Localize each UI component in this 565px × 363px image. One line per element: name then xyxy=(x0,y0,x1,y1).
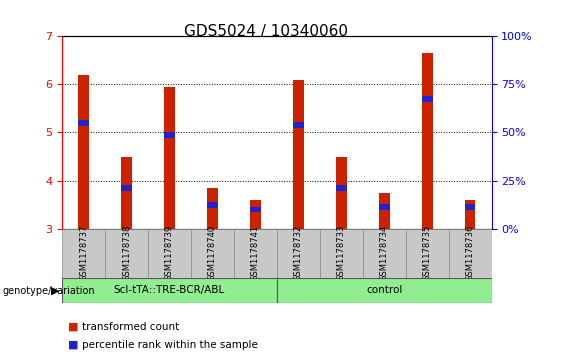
Bar xyxy=(78,120,89,126)
Bar xyxy=(277,278,492,303)
Bar xyxy=(105,229,148,278)
Bar xyxy=(148,229,191,278)
Bar xyxy=(363,229,406,278)
Text: GSM1178732: GSM1178732 xyxy=(294,225,303,281)
Bar xyxy=(191,229,234,278)
Text: GSM1178736: GSM1178736 xyxy=(466,225,475,281)
Text: GSM1178737: GSM1178737 xyxy=(79,225,88,281)
Text: ▶: ▶ xyxy=(51,286,60,296)
Bar xyxy=(164,87,175,229)
Bar xyxy=(293,122,304,128)
Bar xyxy=(379,193,390,229)
Text: ScI-tTA::TRE-BCR/ABL: ScI-tTA::TRE-BCR/ABL xyxy=(114,285,225,295)
Bar xyxy=(78,75,89,229)
Text: ■: ■ xyxy=(68,340,79,350)
Bar xyxy=(336,185,347,191)
Bar xyxy=(250,207,261,212)
Text: GSM1178734: GSM1178734 xyxy=(380,225,389,281)
Bar xyxy=(207,188,218,229)
Bar xyxy=(121,185,132,191)
Bar xyxy=(464,204,476,210)
Text: GDS5024 / 10340060: GDS5024 / 10340060 xyxy=(184,24,347,38)
Bar xyxy=(464,200,476,229)
Text: GSM1178735: GSM1178735 xyxy=(423,225,432,281)
Bar xyxy=(121,156,132,229)
Bar xyxy=(234,229,277,278)
Bar xyxy=(336,156,347,229)
Bar xyxy=(406,229,449,278)
Bar xyxy=(207,202,218,208)
Text: genotype/variation: genotype/variation xyxy=(3,286,95,296)
Text: percentile rank within the sample: percentile rank within the sample xyxy=(82,340,258,350)
Bar xyxy=(293,79,304,229)
Text: GSM1178741: GSM1178741 xyxy=(251,225,260,281)
Text: GSM1178739: GSM1178739 xyxy=(165,225,174,281)
Text: ■: ■ xyxy=(68,322,79,332)
Text: GSM1178733: GSM1178733 xyxy=(337,225,346,281)
Bar xyxy=(379,204,390,210)
Text: GSM1178740: GSM1178740 xyxy=(208,225,217,281)
Bar xyxy=(62,229,105,278)
Bar xyxy=(250,200,261,229)
Bar xyxy=(449,229,492,278)
Bar xyxy=(421,96,433,102)
Bar xyxy=(164,132,175,138)
Bar xyxy=(421,53,433,229)
Text: transformed count: transformed count xyxy=(82,322,179,332)
Text: control: control xyxy=(366,285,402,295)
Bar xyxy=(62,278,277,303)
Text: GSM1178738: GSM1178738 xyxy=(122,225,131,281)
Bar xyxy=(320,229,363,278)
Bar xyxy=(277,229,320,278)
